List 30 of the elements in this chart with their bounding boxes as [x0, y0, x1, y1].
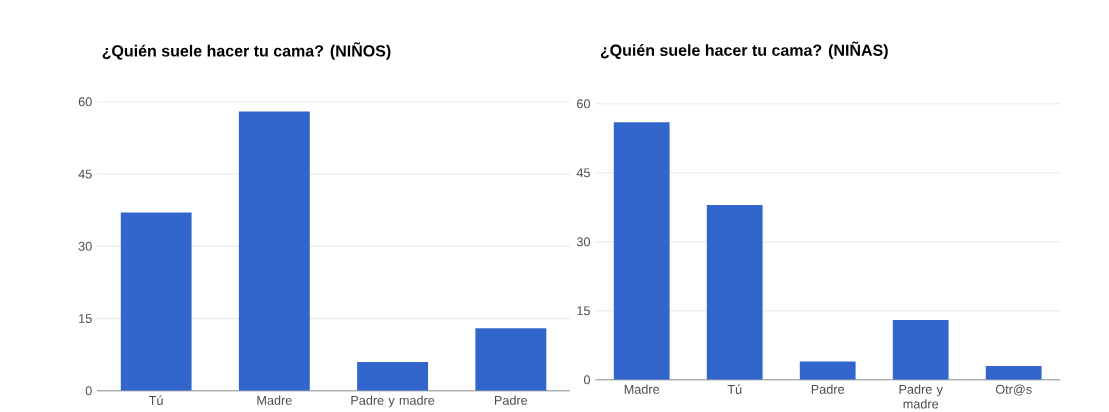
x-tick-label: Padre y madre — [351, 395, 435, 408]
chart-title: ¿Quién suele hacer tu cama? (NIÑAS) — [600, 41, 888, 60]
chart-title: ¿Quién suele hacer tu cama? (NIÑOS) — [102, 42, 391, 60]
x-tick-label: Otr@s — [995, 384, 1032, 396]
y-tick-label: 15 — [79, 314, 92, 323]
bar — [613, 122, 670, 380]
x-tick-label: Padre y madre — [899, 384, 943, 409]
y-tick-label: 15 — [577, 306, 590, 316]
y-tick-label: 45 — [576, 168, 590, 178]
x-tick-label: Tú — [727, 384, 742, 394]
bar — [120, 212, 192, 391]
x-tick-label: Tú — [149, 395, 163, 405]
y-tick-label: 60 — [577, 99, 590, 109]
bar — [357, 361, 429, 391]
y-tick-label: 30 — [78, 241, 92, 251]
bar — [799, 361, 856, 380]
y-tick-label: 60 — [78, 97, 92, 107]
x-tick-label: Padre — [811, 384, 845, 394]
bar — [238, 111, 310, 391]
bar — [475, 328, 547, 391]
y-tick-label: 45 — [78, 169, 92, 179]
y-tick-label: 0 — [85, 386, 92, 396]
x-tick-label: Padre — [494, 395, 528, 405]
bar — [892, 320, 949, 380]
bar — [706, 205, 763, 380]
x-tick-label: Madre — [624, 384, 660, 394]
bar — [985, 366, 1042, 380]
y-tick-label: 0 — [583, 375, 590, 385]
y-tick-label: 30 — [576, 237, 590, 247]
x-tick-label: Madre — [257, 395, 292, 405]
